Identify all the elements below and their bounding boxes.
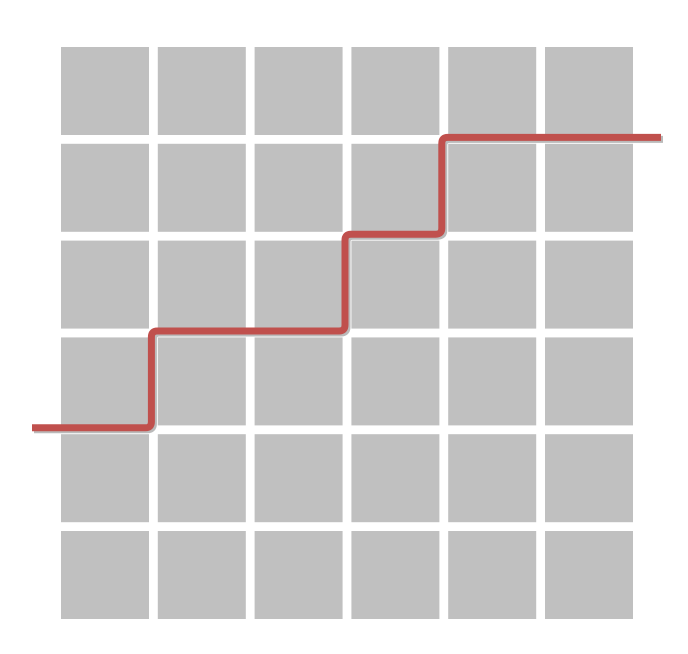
grid-tile bbox=[545, 143, 633, 232]
grid-tile bbox=[448, 143, 537, 232]
grid-tile bbox=[254, 240, 343, 329]
grid-tile bbox=[254, 47, 343, 135]
grid-tile bbox=[545, 434, 633, 523]
grid-tile bbox=[157, 47, 246, 135]
grid-tile bbox=[157, 143, 246, 232]
grid-tile bbox=[351, 531, 440, 619]
grid-tile bbox=[351, 47, 440, 135]
grid-tile bbox=[351, 337, 440, 426]
grid-tile bbox=[448, 434, 537, 523]
grid-tile bbox=[254, 143, 343, 232]
grid-tile bbox=[545, 531, 633, 619]
grid-tile bbox=[254, 434, 343, 523]
grid-tile bbox=[351, 240, 440, 329]
grid-tile bbox=[61, 337, 149, 426]
grid-tile bbox=[351, 143, 440, 232]
grid-tile bbox=[545, 337, 633, 426]
grid-tile bbox=[157, 531, 246, 619]
grid-tile bbox=[254, 337, 343, 426]
grid-tile bbox=[157, 240, 246, 329]
grid-tile bbox=[448, 337, 537, 426]
grid-tile bbox=[448, 240, 537, 329]
grid-tile bbox=[545, 47, 633, 135]
grid-tile bbox=[448, 47, 537, 135]
tile-grid bbox=[61, 47, 633, 619]
grid-tile bbox=[254, 531, 343, 619]
grid-tile bbox=[545, 240, 633, 329]
grid-tile bbox=[61, 240, 149, 329]
grid-tile bbox=[157, 337, 246, 426]
grid-tile bbox=[61, 531, 149, 619]
grid-tile bbox=[351, 434, 440, 523]
grid-tile bbox=[61, 143, 149, 232]
grid-tile bbox=[61, 434, 149, 523]
grid-tile bbox=[61, 47, 149, 135]
step-line bbox=[32, 133, 661, 432]
grid-tile bbox=[448, 531, 537, 619]
step-line-group bbox=[32, 133, 663, 434]
grid-tile bbox=[157, 434, 246, 523]
